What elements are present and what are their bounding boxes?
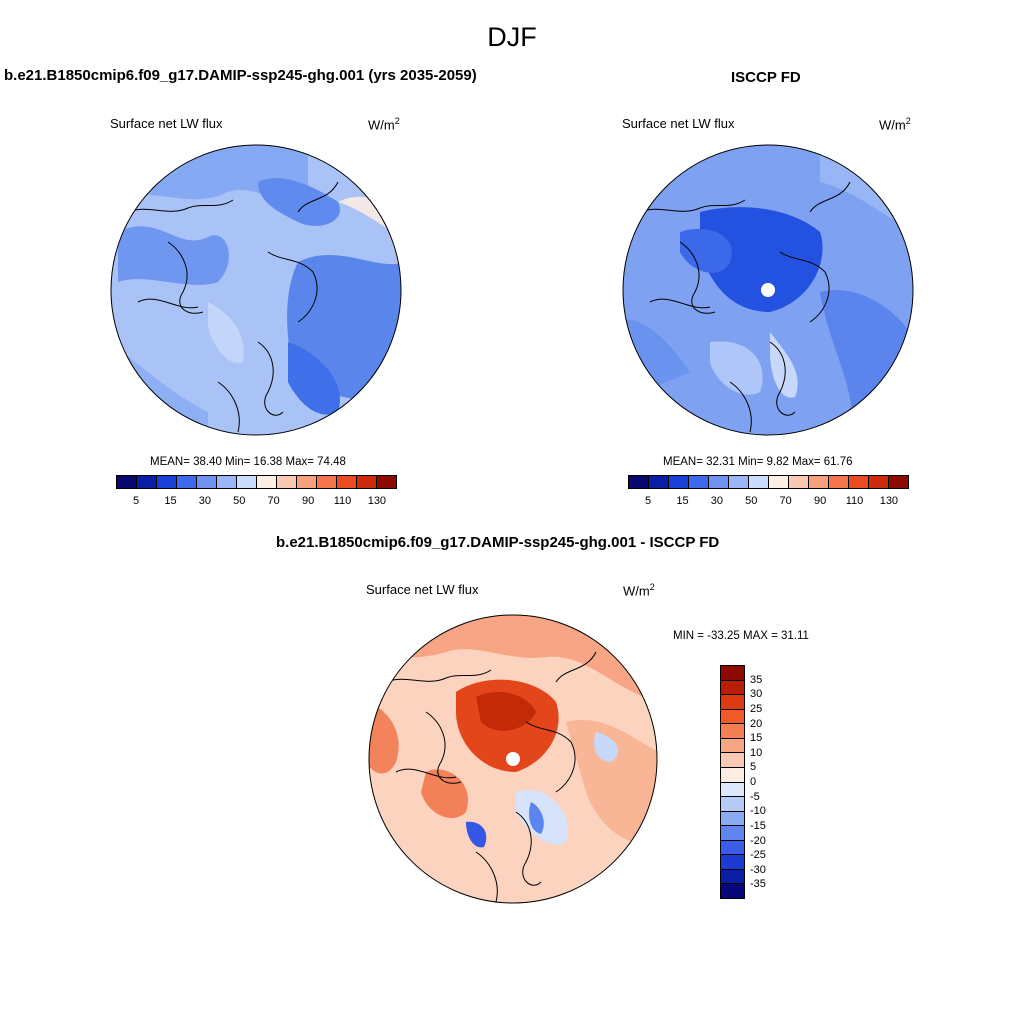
obs-colorbar-cell (729, 476, 749, 488)
model-colorbar-cell (157, 476, 177, 488)
diff-colorbar-cell (721, 884, 744, 898)
diff-colorbar-cell (721, 855, 744, 870)
model-colorbar-cell (357, 476, 377, 488)
diff-colorbar-tick-label: -30 (750, 863, 766, 876)
diff-colorbar-tick-label: 30 (750, 688, 763, 701)
obs-variable-label: Surface net LW flux (622, 116, 735, 131)
diff-colorbar-tick-label: -25 (750, 849, 766, 862)
model-colorbar-cell (177, 476, 197, 488)
model-colorbar-cell (237, 476, 257, 488)
diff-colorbar-tick-label: 5 (750, 761, 757, 774)
model-colorbar-cell (257, 476, 277, 488)
diff-colorbar-tick-label: 35 (750, 673, 763, 686)
diff-colorbar-cell (721, 767, 744, 783)
model-colorbar-tick-label: 130 (367, 495, 387, 507)
obs-colorbar-tick-label: 15 (676, 495, 689, 507)
obs-colorbar-cell (869, 476, 889, 488)
obs-colorbar-tick-label: 130 (879, 495, 899, 507)
obs-colorbar-tick-label: 70 (779, 495, 792, 507)
diff-colorbar-tick-label: 15 (750, 732, 763, 745)
obs-colorbar-cell (849, 476, 869, 488)
obs-colorbar-tick-label: 30 (710, 495, 723, 507)
diff-colorbar-cell (721, 797, 744, 812)
diff-colorbar-tick-label: -10 (750, 805, 766, 818)
obs-panel-title: ISCCP FD (731, 69, 801, 86)
model-polar-map (110, 144, 402, 436)
diff-colorbar-cell (721, 709, 744, 725)
diff-colorbar-cell (721, 738, 744, 754)
diff-colorbar-cell (721, 869, 744, 885)
obs-colorbar-cell (649, 476, 669, 488)
obs-polar-map (622, 144, 914, 436)
diff-units-label: W/m2 (623, 582, 655, 599)
diff-colorbar-cell (721, 724, 744, 739)
diff-colorbar-cell (721, 753, 744, 768)
model-colorbar-tick-label: 5 (133, 495, 140, 507)
diff-colorbar-tick-label: 0 (750, 776, 757, 788)
model-colorbar-tick-label: 90 (301, 495, 315, 507)
obs-colorbar-tick-label: 5 (645, 495, 652, 507)
obs-colorbar-tick-label: 110 (845, 495, 864, 507)
obs-colorbar-cell (709, 476, 729, 488)
diff-colorbar-tick-label: -20 (750, 834, 766, 847)
model-colorbar-cell (337, 476, 357, 488)
model-colorbar-cell (217, 476, 237, 488)
obs-colorbar-cell (749, 476, 769, 488)
diff-panel-title: b.e21.B1850cmip6.f09_g17.DAMIP-ssp245-gh… (276, 534, 720, 551)
diff-colorbar-cell (721, 782, 744, 798)
diff-colorbar-tick-label: -15 (750, 819, 766, 832)
model-colorbar-tick-label: 50 (233, 495, 246, 507)
model-colorbar-tick-label: 30 (198, 495, 211, 507)
model-colorbar-tick-label: 70 (267, 495, 280, 507)
model-colorbar (116, 475, 397, 489)
model-colorbar-tick-label: 15 (164, 495, 177, 507)
obs-colorbar-tick-label: 50 (745, 495, 758, 507)
model-colorbar-tick-label: 110 (333, 495, 352, 507)
season-title: DJF (487, 22, 537, 52)
diff-colorbar-tick-label: -35 (750, 878, 766, 891)
model-variable-label: Surface net LW flux (110, 116, 223, 131)
obs-colorbar (628, 475, 909, 489)
model-colorbar-cell (117, 476, 137, 488)
diff-colorbar-tick-label: 25 (750, 702, 763, 715)
obs-colorbar-cell (889, 476, 908, 488)
obs-units-label: W/m2 (879, 116, 911, 133)
diff-colorbar-tick-label: 10 (750, 746, 763, 759)
obs-colorbar-cell (629, 476, 649, 488)
diff-colorbar-cell (721, 840, 744, 856)
model-colorbar-cell (317, 476, 337, 488)
model-stats: MEAN= 38.40 Min= 16.38 Max= 74.48 (150, 456, 346, 468)
model-colorbar-cell (197, 476, 217, 488)
diff-colorbar-tick-label: -5 (750, 790, 760, 803)
diff-colorbar-cell (721, 680, 744, 696)
model-colorbar-cell (277, 476, 297, 488)
diff-colorbar-cell (721, 811, 744, 827)
diff-variable-label: Surface net LW flux (366, 582, 479, 597)
diff-colorbar-cell (721, 695, 744, 710)
obs-colorbar-cell (689, 476, 709, 488)
diff-polar-map (368, 614, 658, 904)
diff-minmax: MIN = -33.25 MAX = 31.11 (673, 630, 809, 642)
obs-colorbar-cell (809, 476, 829, 488)
model-colorbar-cell (137, 476, 157, 488)
obs-colorbar-cell (669, 476, 689, 488)
model-colorbar-cell (297, 476, 317, 488)
obs-colorbar-tick-label: 90 (813, 495, 827, 507)
model-panel-title: b.e21.B1850cmip6.f09_g17.DAMIP-ssp245-gh… (4, 67, 477, 84)
obs-colorbar-cell (769, 476, 789, 488)
obs-colorbar-cell (789, 476, 809, 488)
diff-colorbar (720, 665, 745, 899)
diff-colorbar-cell (721, 826, 744, 841)
model-colorbar-cell (377, 476, 396, 488)
obs-colorbar-cell (829, 476, 849, 488)
model-units-label: W/m2 (368, 116, 400, 133)
diff-colorbar-tick-label: 20 (750, 717, 763, 730)
obs-stats: MEAN= 32.31 Min= 9.82 Max= 61.76 (663, 456, 853, 468)
diff-colorbar-cell (721, 666, 744, 681)
